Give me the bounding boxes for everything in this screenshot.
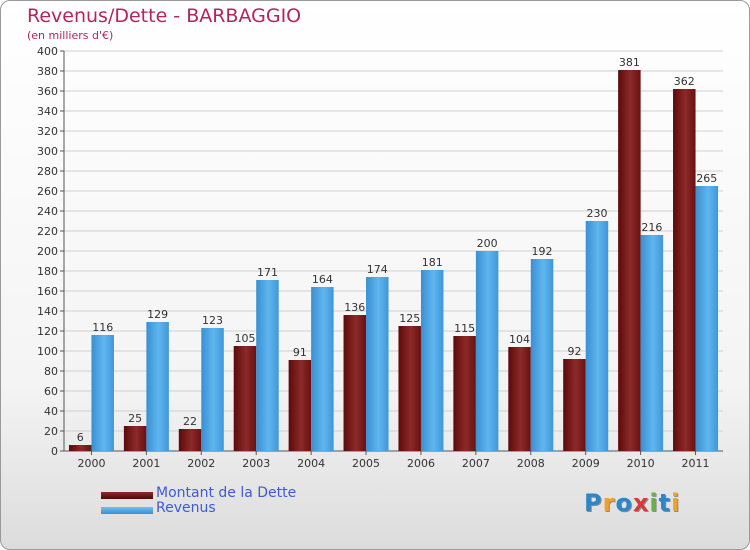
logo-letter: P [584, 489, 603, 517]
proxiti-logo: Proxiti [584, 489, 680, 517]
legend-label-dette: Montant de la Dette [156, 485, 297, 501]
legend-label-revenus: Revenus [156, 500, 216, 516]
y-tick-label: 260 [37, 185, 58, 198]
y-tick-label: 160 [37, 285, 58, 298]
bar-dette [68, 445, 92, 451]
bar-revenus [146, 322, 169, 451]
y-tick-label: 0 [51, 445, 58, 458]
x-tick-label: 2009 [572, 457, 600, 470]
x-tick-label: 2001 [132, 457, 160, 470]
x-tick-label: 2004 [297, 457, 325, 470]
bar-revenus [475, 251, 499, 451]
data-label: 6 [77, 431, 84, 444]
x-tick-label: 2008 [517, 457, 545, 470]
y-tick-label: 360 [37, 85, 58, 98]
data-label: 115 [454, 322, 475, 335]
bar-revenus [91, 335, 114, 451]
bar-revenus [256, 280, 279, 451]
logo-letter: t [658, 489, 672, 517]
data-label: 362 [674, 75, 695, 88]
data-label: 123 [202, 314, 223, 327]
bar-dette [453, 336, 476, 451]
bar-dette [123, 426, 147, 451]
y-tick-label: 340 [37, 105, 58, 118]
data-label: 125 [399, 312, 420, 325]
x-tick-label: 2010 [627, 457, 655, 470]
y-tick-label: 320 [37, 125, 58, 138]
data-label: 181 [422, 256, 443, 269]
bar-revenus [530, 259, 554, 451]
y-tick-label: 180 [37, 265, 58, 278]
data-label: 105 [234, 332, 255, 345]
y-tick-label: 380 [37, 65, 58, 78]
data-label: 200 [477, 237, 498, 250]
logo-letter: o [615, 489, 633, 517]
data-label: 129 [147, 308, 168, 321]
bar-dette [233, 346, 257, 451]
y-tick-label: 20 [44, 425, 58, 438]
bar-dette [673, 89, 696, 451]
bar-dette [288, 360, 312, 451]
y-tick-label: 60 [44, 385, 58, 398]
bar-revenus [695, 186, 719, 451]
logo-letter: r [602, 489, 616, 517]
y-tick-label: 100 [37, 345, 58, 358]
data-label: 171 [257, 266, 278, 279]
x-tick-label: 2005 [352, 457, 380, 470]
bar-revenus [311, 287, 334, 451]
bar-revenus [585, 221, 609, 451]
logo-letter: x [632, 489, 650, 517]
data-label: 230 [586, 207, 607, 220]
data-label: 381 [619, 56, 640, 69]
x-tick-label: 2006 [407, 457, 435, 470]
legend-swatch-revenus [101, 507, 153, 514]
y-tick-label: 40 [44, 405, 58, 418]
bar-revenus [201, 328, 224, 451]
y-tick-label: 240 [37, 205, 58, 218]
data-label: 91 [293, 346, 307, 359]
data-label: 164 [312, 273, 333, 286]
logo-letter: i [649, 489, 659, 517]
bar-revenus [640, 235, 664, 451]
data-label: 116 [92, 321, 113, 334]
bar-revenus [420, 270, 444, 451]
y-tick-label: 140 [37, 305, 58, 318]
legend-swatch-dette [101, 492, 153, 499]
bar-revenus [366, 277, 389, 451]
data-label: 22 [183, 415, 197, 428]
data-label: 136 [344, 301, 365, 314]
x-tick-label: 2002 [187, 457, 215, 470]
data-label: 104 [509, 333, 530, 346]
y-tick-label: 220 [37, 225, 58, 238]
data-label: 265 [696, 172, 717, 185]
y-tick-label: 200 [37, 245, 58, 258]
bar-dette [178, 429, 202, 451]
bar-dette [563, 359, 586, 451]
data-label: 216 [641, 221, 662, 234]
x-tick-label: 2003 [242, 457, 270, 470]
y-tick-label: 80 [44, 365, 58, 378]
bar-dette [398, 326, 421, 451]
y-tick-label: 300 [37, 145, 58, 158]
bar-dette [618, 70, 641, 451]
y-tick-label: 280 [37, 165, 58, 178]
data-label: 25 [128, 412, 142, 425]
data-label: 192 [532, 245, 553, 258]
y-tick-label: 400 [37, 45, 58, 58]
chart-title: Revenus/Dette - BARBAGGIO [27, 5, 302, 27]
y-tick-label: 120 [37, 325, 58, 338]
data-label: 92 [567, 345, 581, 358]
logo-letter: i [671, 489, 681, 517]
x-tick-label: 2007 [462, 457, 490, 470]
bar-dette [508, 347, 531, 451]
x-tick-label: 2011 [682, 457, 710, 470]
data-label: 174 [367, 263, 388, 276]
x-tick-label: 2000 [77, 457, 105, 470]
bar-dette [343, 315, 367, 451]
chart-subtitle: (en milliers d'€) [27, 29, 114, 42]
